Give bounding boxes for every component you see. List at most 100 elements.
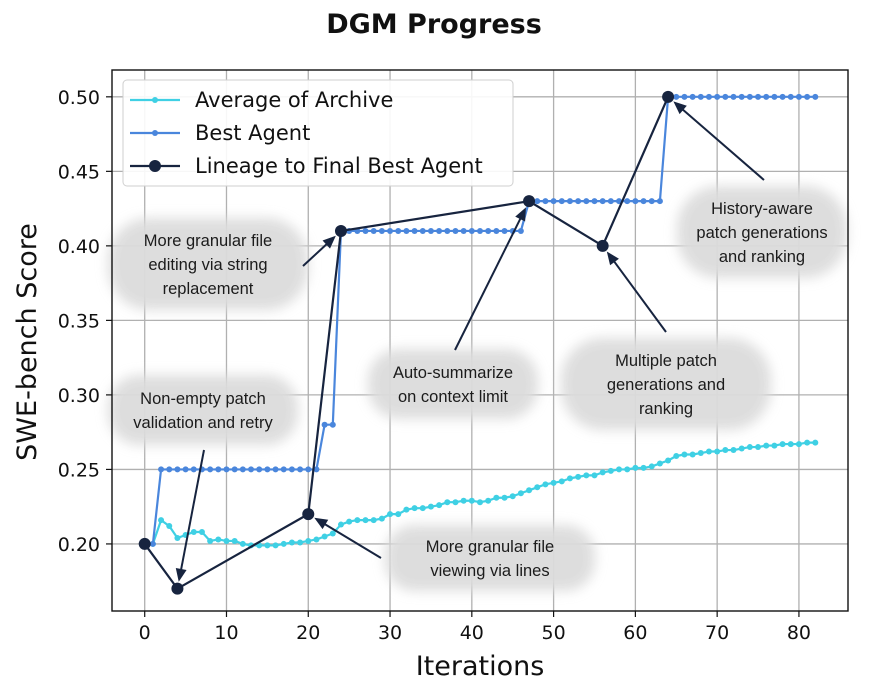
- annotation-text: editing via string: [148, 256, 267, 274]
- average-of-archive-point: [174, 534, 181, 541]
- annotation-arrow: [175, 449, 205, 582]
- best-agent-point: [297, 466, 304, 473]
- best-agent-point: [231, 466, 238, 473]
- average-of-archive-point: [665, 457, 672, 464]
- annotation-bubble-bg: [368, 349, 538, 419]
- average-of-archive-point: [681, 451, 688, 458]
- best-agent-point: [182, 466, 189, 473]
- average-of-archive-point: [395, 511, 402, 518]
- annotation-bubble-bg: [677, 186, 847, 278]
- average-of-archive-point: [566, 475, 573, 482]
- annotation-arrow-shaft: [454, 212, 525, 351]
- best-agent-point: [460, 227, 467, 234]
- best-agent-point: [411, 227, 418, 234]
- best-agent-point: [452, 227, 459, 234]
- y-axis-label: SWE-bench Score: [12, 223, 43, 461]
- x-tick-label: 0: [139, 622, 151, 644]
- average-of-archive-point: [354, 517, 361, 524]
- y-tick-label: 0.45: [58, 161, 100, 183]
- legend-lineage-label: Lineage to Final Best Agent: [195, 154, 483, 178]
- average-of-archive-point: [166, 523, 173, 530]
- x-tick-label: 50: [542, 622, 566, 644]
- average-of-archive-point: [329, 530, 336, 537]
- best-agent-point: [370, 227, 377, 234]
- average-of-archive-point: [542, 481, 549, 488]
- average-of-archive-point: [501, 494, 508, 501]
- best-agent-point: [280, 466, 287, 473]
- best-agent-point: [656, 198, 663, 205]
- best-agent-point: [714, 93, 721, 100]
- average-of-archive-point: [509, 493, 516, 500]
- average-of-archive-point: [526, 487, 533, 494]
- average-of-archive-point: [427, 503, 434, 510]
- average-of-archive-point: [264, 542, 271, 549]
- y-tick-label: 0.25: [58, 459, 100, 481]
- average-of-archive-point: [468, 497, 475, 504]
- average-of-archive-point: [239, 540, 246, 547]
- chart-title: DGM Progress: [326, 9, 542, 40]
- average-of-archive-point: [558, 478, 565, 485]
- best-agent-point: [738, 93, 745, 100]
- best-agent-point: [158, 466, 165, 473]
- best-agent-point: [313, 466, 320, 473]
- best-agent-point: [419, 227, 426, 234]
- lineage-point: [596, 239, 609, 252]
- legend-lineage-marker: [149, 160, 161, 172]
- annotation-bubble-bg: [561, 338, 771, 430]
- best-agent-point: [272, 466, 279, 473]
- annotation-arrow-shaft: [677, 104, 765, 181]
- best-agent-point: [305, 466, 312, 473]
- lineage-point: [171, 582, 184, 595]
- best-agent-point: [681, 93, 688, 100]
- best-agent-point: [468, 227, 475, 234]
- best-agent-point: [689, 93, 696, 100]
- annotation-bubble-bg: [108, 375, 298, 445]
- annotation-text: generations and: [607, 376, 725, 394]
- best-agent-point: [771, 93, 778, 100]
- average-of-archive-point: [346, 518, 353, 525]
- average-of-archive-point: [198, 529, 205, 536]
- average-of-archive-point: [485, 497, 492, 504]
- average-of-archive-point: [493, 494, 500, 501]
- y-tick-label: 0.20: [58, 534, 100, 556]
- best-agent-point: [403, 227, 410, 234]
- legend-box: [122, 79, 514, 187]
- average-of-archive-point: [297, 539, 304, 546]
- average-of-archive-point: [444, 499, 451, 506]
- best-agent-point: [550, 198, 557, 205]
- average-of-archive-point: [158, 517, 165, 524]
- average-of-archive-point: [280, 540, 287, 547]
- average-of-archive-point: [714, 448, 721, 455]
- annotation-text: ranking: [639, 400, 693, 418]
- best-agent-point: [215, 466, 222, 473]
- annotation-arrow-head: [673, 101, 687, 115]
- best-agent-point: [648, 198, 655, 205]
- annotation-bubble-bg: [385, 525, 595, 591]
- y-tick-label: 0.50: [58, 87, 100, 109]
- average-of-archive-point: [763, 442, 770, 449]
- average-of-archive-point: [419, 505, 426, 512]
- annotation-arrow: [673, 101, 765, 181]
- lineage-point: [138, 537, 151, 550]
- average-of-archive-point: [607, 467, 614, 474]
- average-of-archive-point: [771, 442, 778, 449]
- annotation-text: patch generations: [696, 224, 827, 242]
- best-agent-point: [804, 93, 811, 100]
- annotation-bubble: More granular file viewing via lines: [385, 525, 595, 591]
- best-agent-point: [427, 227, 434, 234]
- annotation-arrow: [302, 235, 336, 267]
- best-agent-point: [395, 227, 402, 234]
- best-agent-point: [248, 466, 255, 473]
- average-of-archive-point: [624, 466, 631, 473]
- average-of-archive-point: [207, 537, 214, 544]
- average-of-archive-point: [321, 533, 328, 540]
- average-of-archive-point: [362, 517, 369, 524]
- best-agent-point: [795, 93, 802, 100]
- average-of-archive-point: [215, 536, 222, 543]
- best-agent-point: [329, 421, 336, 428]
- annotation-text: Non-empty patch: [140, 390, 266, 408]
- best-agent-point: [378, 227, 385, 234]
- best-agent-point: [190, 466, 197, 473]
- average-of-archive-point: [599, 469, 606, 476]
